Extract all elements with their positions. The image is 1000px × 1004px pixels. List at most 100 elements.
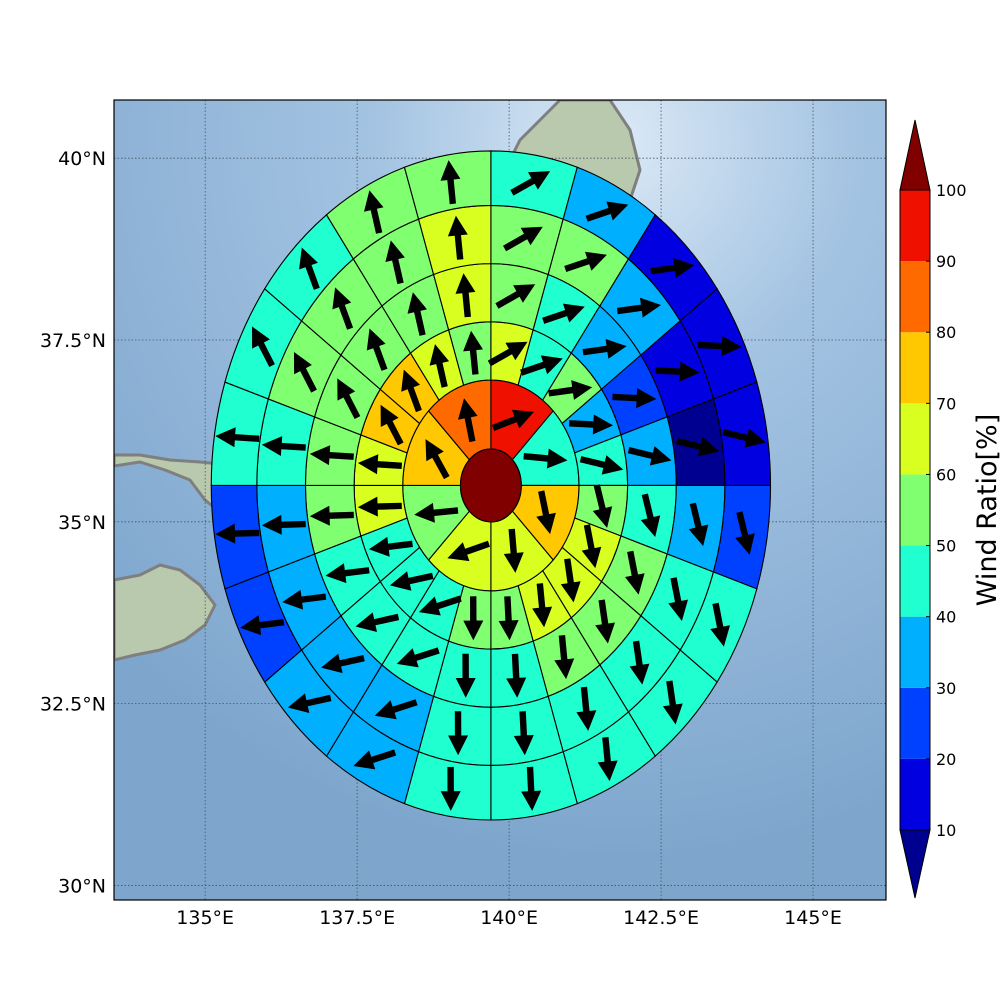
wind-arrow	[640, 493, 661, 537]
colorbar-tick-label: 40	[936, 608, 956, 627]
wind-arrow	[332, 287, 354, 330]
colorbar-over-triangle	[899, 119, 931, 191]
wind-arrow	[498, 596, 519, 641]
wind-arrow	[625, 550, 645, 595]
wind-arrow	[385, 240, 405, 285]
center-disk	[459, 448, 522, 523]
wind-arrow	[309, 505, 354, 526]
wind-arrow	[582, 339, 627, 359]
wind-arrow	[722, 428, 766, 448]
colorbar-segment	[900, 403, 930, 475]
wind-arrow	[455, 273, 476, 318]
colorbar-tick-label: 70	[936, 394, 956, 413]
wind-arrow	[448, 711, 469, 756]
wind-arrow	[458, 398, 478, 443]
wind-arrow	[521, 766, 542, 811]
wind-arrow	[447, 540, 490, 562]
wind-arrow	[414, 502, 459, 523]
wind-arrows	[215, 160, 766, 811]
wind-arrow	[495, 284, 536, 309]
map-frame	[113, 99, 887, 901]
wind-arrow	[585, 201, 629, 222]
lon-tick-label: 142.5°E	[623, 907, 699, 929]
wind-arrow	[364, 190, 384, 234]
lat-tick-label: 40°N	[58, 148, 106, 170]
wind-arrow	[650, 258, 695, 278]
wind-arrow	[629, 640, 650, 685]
lat-tick-label: 32.5°N	[40, 694, 106, 716]
wind-arrow	[597, 737, 618, 782]
wind-arrow	[612, 388, 657, 409]
wind-arrow	[215, 427, 260, 448]
longitude-tick-labels: 135°E 137.5°E 140°E 142.5°E 145°E	[176, 907, 842, 929]
wind-arrow	[355, 612, 400, 632]
wind-arrow	[380, 404, 404, 446]
wind-arrow	[261, 514, 306, 535]
wind-arrow	[357, 496, 402, 517]
wind-arrow	[337, 378, 361, 419]
wind-arrow	[429, 344, 450, 388]
lon-tick-label: 145°E	[784, 907, 842, 929]
map-area	[114, 100, 886, 900]
lat-tick-label: 35°N	[58, 512, 106, 534]
wind-arrow	[532, 583, 553, 628]
wind-arrow	[487, 341, 528, 367]
lon-tick-label: 137.5°E	[319, 907, 395, 929]
wind-arrow	[688, 502, 709, 547]
wind-arrow	[215, 523, 260, 544]
wind-arrow	[554, 635, 575, 680]
colorbar-label: Wind Ratio[%]	[972, 414, 1000, 606]
lon-tick-label: 135°E	[176, 907, 234, 929]
wind-arrow	[710, 602, 730, 647]
colorbar: 10 20 30 40 50 60 70 80 90 100 Wind Ratio[%]	[899, 119, 1000, 899]
wind-arrow	[576, 686, 597, 731]
colorbar-segment	[900, 332, 930, 404]
wind-arrow	[542, 303, 585, 324]
colorbar-segment	[900, 545, 930, 617]
wind-arrow	[389, 571, 434, 591]
wind-arrow	[503, 528, 524, 573]
wind-arrow	[510, 171, 551, 196]
latitude-tick-labels: 40°N 37.5°N 35°N 32.5°N 30°N	[40, 148, 106, 897]
wind-arrow	[440, 766, 461, 811]
wind-arrow	[569, 414, 614, 435]
wind-arrow	[564, 251, 607, 272]
colorbar-tick-label: 60	[936, 465, 956, 484]
colorbar-tick-label: 90	[936, 252, 956, 271]
wind-arrow	[735, 511, 755, 555]
wind-arrow	[463, 330, 483, 375]
colorbar-segment	[900, 616, 930, 688]
wind-arrow	[491, 409, 534, 431]
colorbar-tick-label: 30	[936, 679, 956, 698]
wind-arrow	[513, 711, 534, 756]
wind-arrow	[240, 615, 285, 636]
wind-sectors	[210, 150, 772, 821]
wind-arrow	[675, 437, 720, 457]
wind-arrow	[325, 563, 370, 584]
wind-arrow	[463, 596, 484, 641]
wind-arrow	[595, 599, 615, 644]
wind-arrow	[627, 446, 672, 466]
colorbar-segment	[900, 687, 930, 759]
lat-tick-label: 30°N	[58, 875, 106, 897]
colorbar-segment	[900, 190, 930, 262]
wind-arrow	[455, 653, 476, 698]
wind-arrow	[357, 454, 402, 475]
wind-arrow	[536, 490, 556, 535]
lat-tick-label: 37.5°N	[40, 330, 106, 352]
wind-arrow	[396, 647, 440, 668]
wind-arrow	[447, 215, 468, 260]
colorbar-segment	[900, 474, 930, 546]
wind-arrow	[321, 653, 365, 674]
colorbar-segment	[900, 758, 930, 830]
wind-arrow	[662, 680, 683, 725]
wind-arrow	[374, 699, 418, 720]
wind-arrow	[282, 589, 327, 610]
colorbar-frame	[899, 189, 931, 831]
wind-arrow	[261, 436, 306, 456]
colorbar-under-triangle	[899, 829, 931, 899]
wind-arrow	[440, 160, 461, 205]
wind-arrow	[401, 369, 422, 413]
colorbar-tick-label: 80	[936, 323, 956, 342]
